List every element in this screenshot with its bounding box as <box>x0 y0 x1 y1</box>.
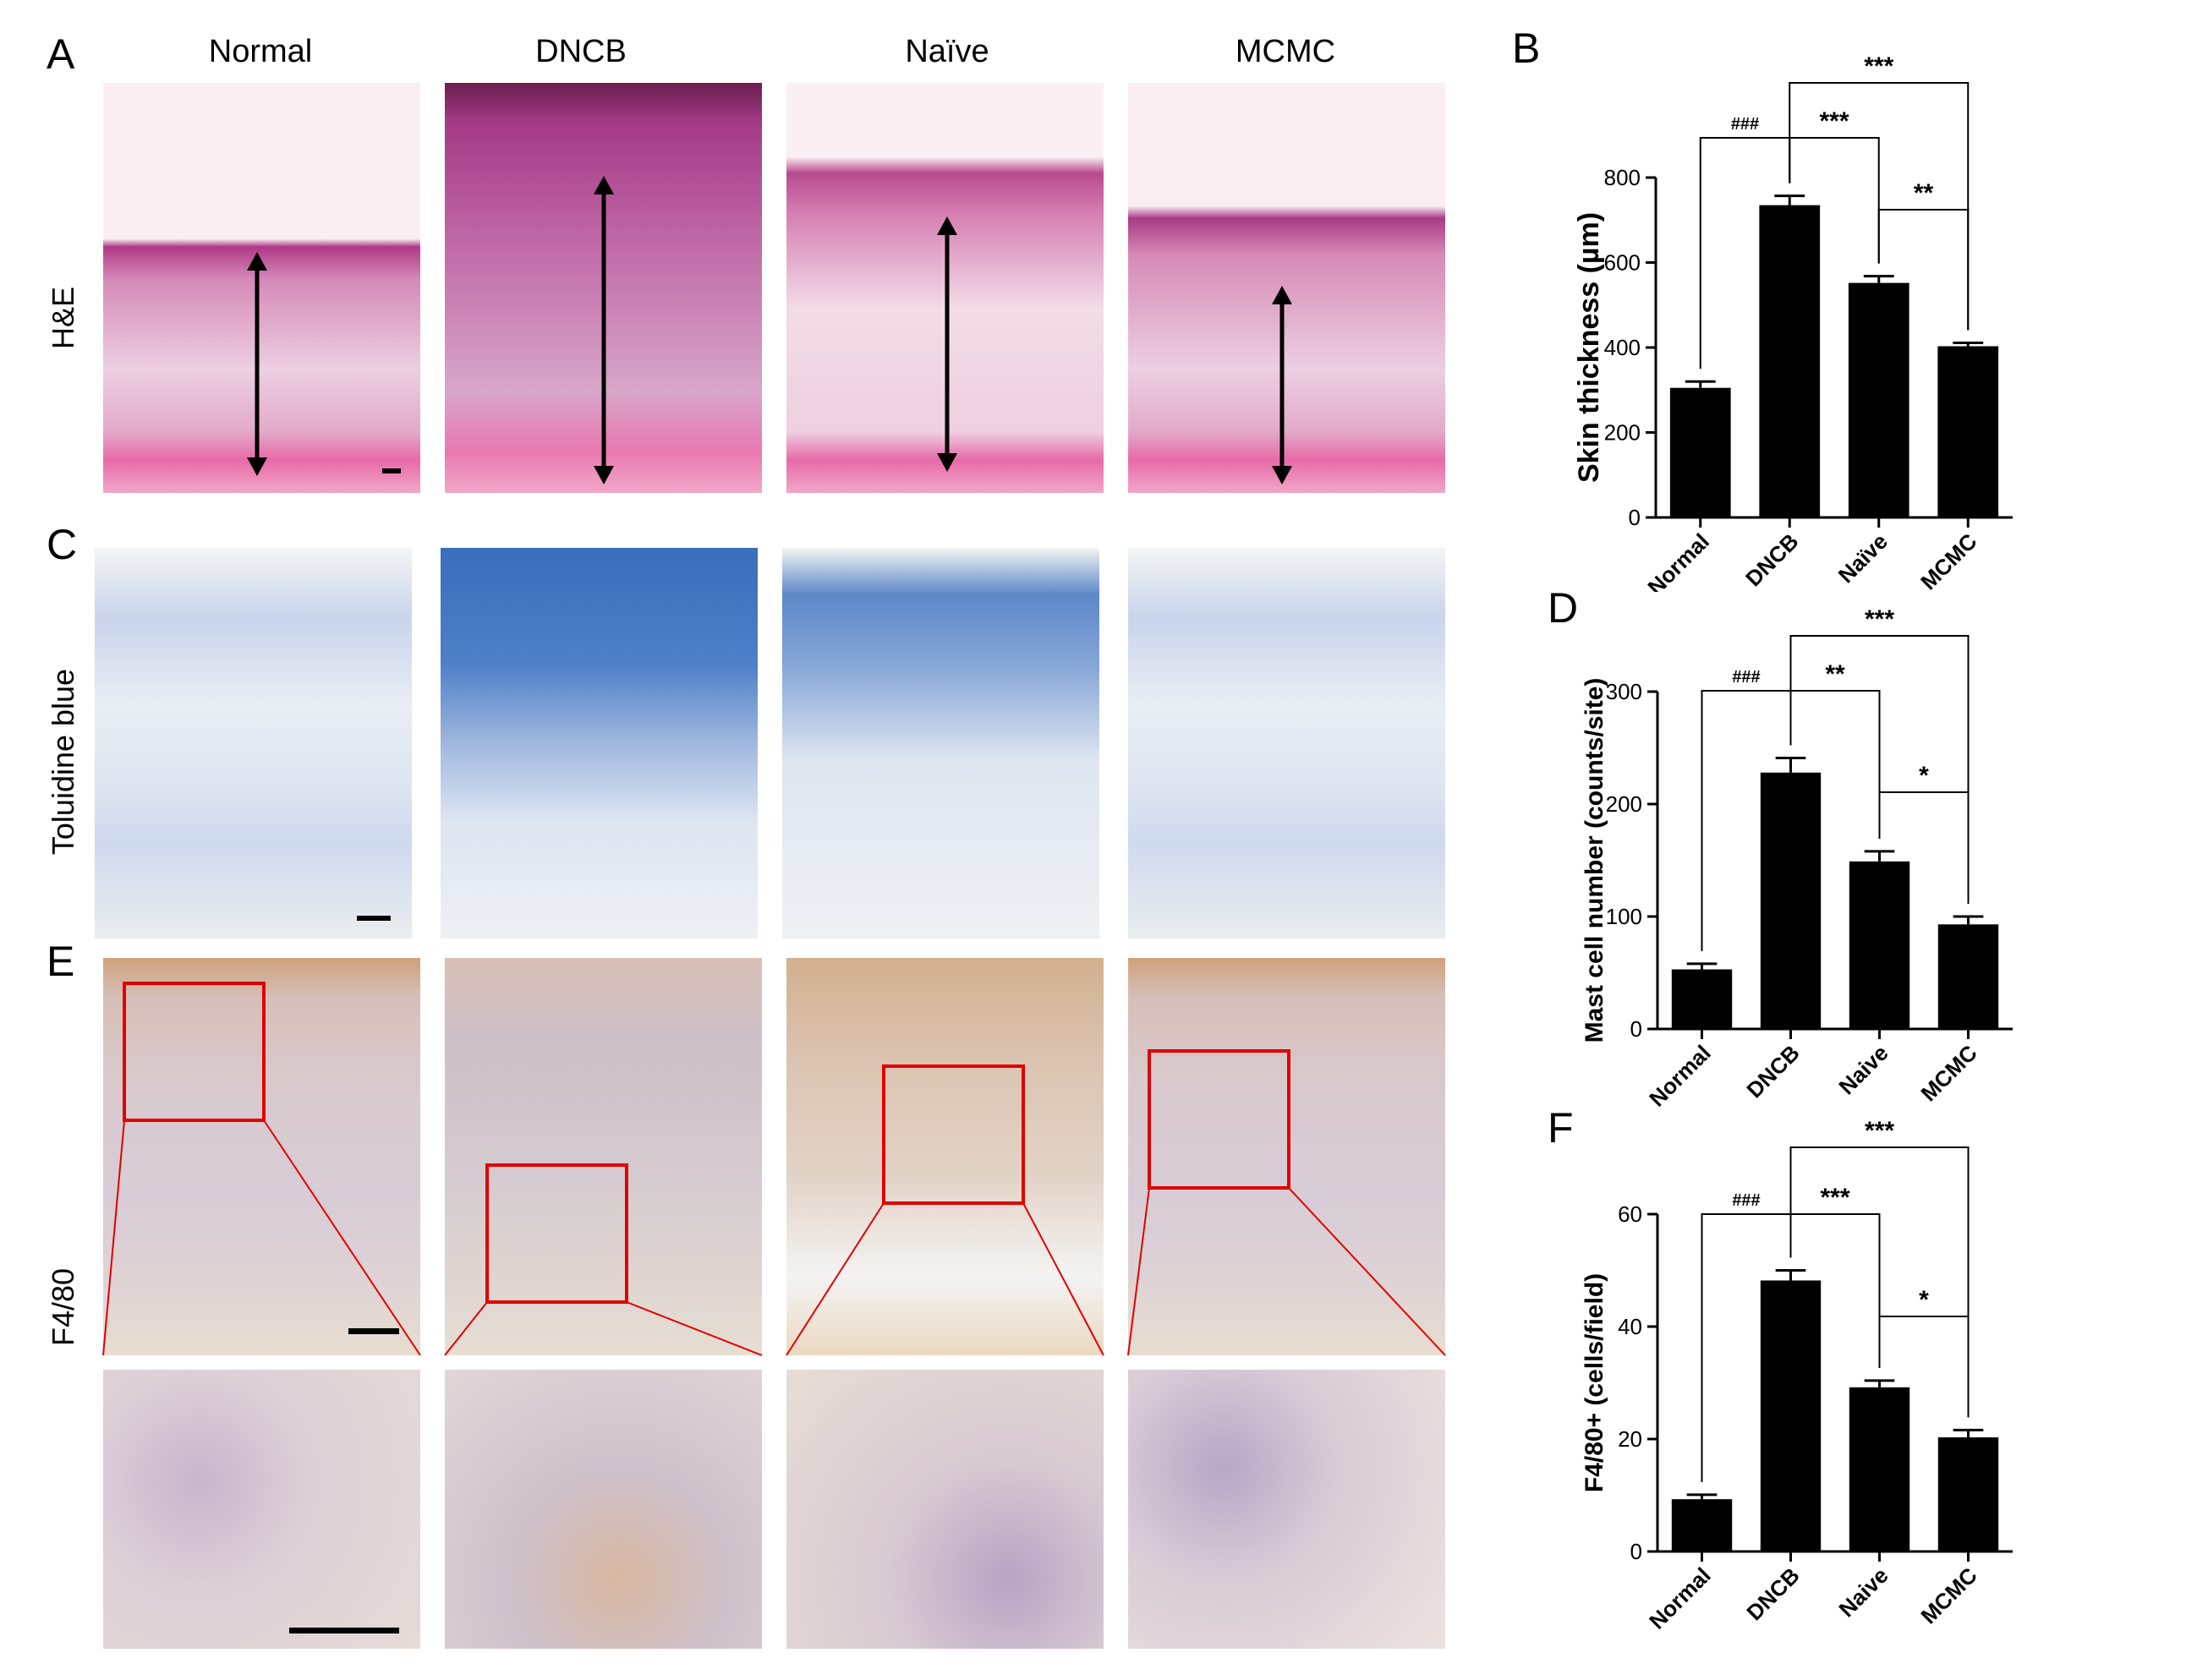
bar-chart-skin-thickness: 0 200 400 600 800 Skin thickness (µm) Normal DN… <box>1573 52 2013 592</box>
micrograph-f480-zoom-naive <box>786 1370 1104 1649</box>
significance-bracket <box>1878 1316 1970 1418</box>
significance-label: *** <box>1865 1117 1894 1145</box>
bar-chart-f480: 0 20 40 60 F4/80+ (cells/field) Normal DNCB Nai… <box>1581 1117 2013 1634</box>
panel-label-e: E <box>47 938 75 985</box>
micrograph-f480-dncb <box>445 958 762 1355</box>
micrograph-f480-zoom-dncb <box>445 1370 762 1649</box>
x-tick-label: DNCB <box>1741 1562 1804 1625</box>
bar-naive <box>1849 1387 1910 1551</box>
x-tick-label: Normal <box>1642 528 1714 592</box>
micrograph-he-naive <box>786 83 1104 493</box>
panel-label-d: D <box>1548 584 1579 632</box>
significance-label: * <box>1919 762 1929 790</box>
x-tick-label: Normal <box>1644 1562 1716 1634</box>
micrograph-f480-naive <box>786 958 1104 1355</box>
x-tick-label: MCMC <box>1915 528 1982 592</box>
micrograph-he-mcmc <box>1128 83 1445 493</box>
significance-label: * <box>1919 1286 1929 1314</box>
micrograph-tb-normal <box>95 548 412 939</box>
y-tick-label: 400 <box>1604 335 1641 360</box>
y-tick-label: 20 <box>1618 1426 1642 1452</box>
bar-normal <box>1669 387 1731 517</box>
column-title-normal: Normal <box>208 34 313 69</box>
bar-dncb <box>1759 205 1821 517</box>
micrograph-f480-normal <box>103 958 420 1355</box>
micrograph-f480-zoom-mcmc <box>1128 1370 1445 1649</box>
y-tick-label: 40 <box>1618 1314 1642 1339</box>
significance-label: *** <box>1865 605 1894 633</box>
significance-label: *** <box>1820 1184 1849 1212</box>
bar-mcmc <box>1937 924 1999 1029</box>
y-axis-label: F4/80+ (cells/field) <box>1581 1273 1608 1492</box>
x-tick-label: Normal <box>1644 1040 1716 1112</box>
micrograph-he-dncb <box>445 83 762 493</box>
column-title-naive: Naïve <box>905 34 989 69</box>
y-tick-label: 100 <box>1606 904 1642 929</box>
x-tick-label: DNCB <box>1741 1040 1804 1103</box>
y-axis-label: Skin thickness (µm) <box>1573 212 1605 483</box>
bar-naive <box>1849 861 1910 1029</box>
panel-label-a: A <box>47 30 75 78</box>
y-tick-label: 300 <box>1606 679 1642 704</box>
significance-bracket <box>1789 1146 1970 1418</box>
significance-bracket <box>1789 82 1970 331</box>
significance-label: ### <box>1731 115 1759 134</box>
zoom-connector-lines <box>102 1119 1446 1356</box>
micrograph-f480-mcmc <box>1128 958 1445 1355</box>
micrograph-tb-mcmc <box>1128 548 1445 939</box>
x-tick-label: MCMC <box>1915 1562 1982 1629</box>
y-tick-label: 0 <box>1630 1016 1642 1042</box>
y-tick-label: 600 <box>1604 250 1641 276</box>
y-tick-label: 200 <box>1606 791 1642 817</box>
significance-label: ** <box>1914 179 1934 207</box>
significance-bracket <box>1878 791 1970 904</box>
bar-normal <box>1671 1499 1733 1551</box>
y-tick-label: 0 <box>1630 1539 1642 1564</box>
y-tick-label: 60 <box>1618 1201 1642 1227</box>
significance-bracket <box>1877 209 1970 331</box>
significance-label: ### <box>1732 668 1760 687</box>
bar-dncb <box>1760 1280 1822 1551</box>
column-title-mcmc: MCMC <box>1235 34 1336 69</box>
micrograph-tb-dncb <box>441 548 758 939</box>
significance-bracket <box>1789 635 1970 904</box>
significance-label: ** <box>1825 660 1845 688</box>
bar-mcmc <box>1937 1437 1999 1551</box>
x-tick-label: Naive <box>1833 1562 1893 1622</box>
panel-label-f: F <box>1548 1104 1574 1152</box>
significance-label: ### <box>1732 1191 1760 1210</box>
micrograph-he-normal <box>103 83 420 493</box>
y-tick-label: 800 <box>1604 165 1641 190</box>
significance-label: *** <box>1819 107 1849 135</box>
bar-naïve <box>1848 282 1909 517</box>
panel-label-b: B <box>1512 25 1541 72</box>
y-axis-label: Mast cell number (counts/site) <box>1581 678 1608 1043</box>
micrograph-f480-zoom-normal <box>103 1370 420 1649</box>
micrograph-tb-naive <box>782 548 1099 939</box>
y-tick-label: 200 <box>1604 420 1641 446</box>
x-tick-label: DNCB <box>1740 528 1803 591</box>
significance-label: *** <box>1864 52 1893 80</box>
bar-mcmc <box>1937 346 1999 517</box>
x-tick-label: Naïve <box>1833 528 1893 588</box>
panel-label-c: C <box>47 521 78 568</box>
y-tick-label: 0 <box>1629 505 1641 530</box>
x-tick-label: MCMC <box>1915 1040 1982 1107</box>
x-tick-label: Naive <box>1833 1040 1893 1099</box>
bar-normal <box>1671 969 1733 1029</box>
bar-dncb <box>1760 772 1822 1029</box>
column-title-dncb: DNCB <box>535 34 627 69</box>
